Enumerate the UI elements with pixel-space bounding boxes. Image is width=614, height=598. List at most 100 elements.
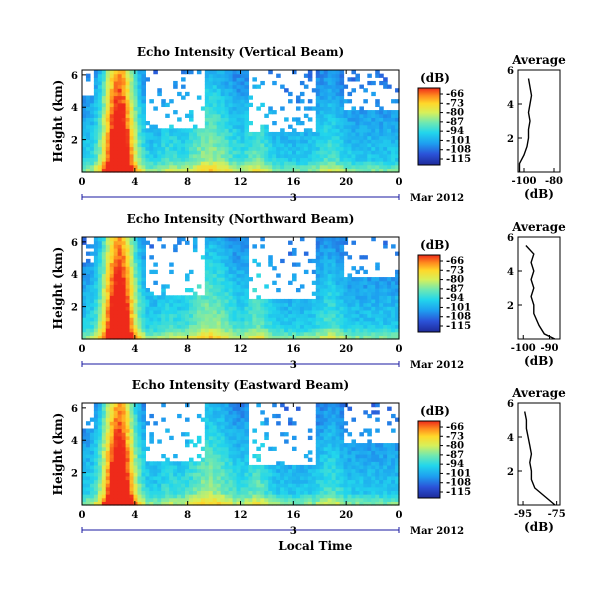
heatmap-cell xyxy=(335,142,341,148)
heatmap-cell xyxy=(363,486,368,492)
heatmap-cell xyxy=(315,168,321,173)
heatmap-cell xyxy=(173,302,178,307)
heatmap-cell xyxy=(284,298,289,304)
heatmap-cell xyxy=(204,335,210,340)
heatmap-cell xyxy=(339,291,345,296)
heatmap-cell xyxy=(89,269,95,275)
heatmap-cell xyxy=(343,298,349,304)
heatmap-cell xyxy=(212,121,218,126)
heatmap-cell xyxy=(252,139,257,144)
heatmap-cell xyxy=(173,247,178,253)
heatmap-cell xyxy=(303,328,309,333)
heatmap-cell xyxy=(232,124,238,129)
heatmap-cell xyxy=(355,121,360,126)
heatmap-cell xyxy=(149,135,154,140)
heatmap-cell xyxy=(188,313,194,318)
heatmap-cell xyxy=(121,240,127,245)
heatmap-cell xyxy=(359,164,364,169)
heatmap-cell xyxy=(331,135,337,140)
heatmap-cell xyxy=(363,124,368,129)
heatmap-cell xyxy=(236,84,242,89)
heatmap-cell xyxy=(347,128,353,133)
heatmap-cell xyxy=(280,306,285,311)
heatmap-cell xyxy=(93,443,99,448)
heatmap-cell xyxy=(323,88,329,93)
heatmap-cell xyxy=(367,461,372,466)
heatmap-cell xyxy=(165,479,170,484)
heatmap-cell xyxy=(379,335,384,340)
profile-line xyxy=(525,245,556,340)
heatmap-cell xyxy=(177,490,182,495)
heatmap-cell xyxy=(117,403,123,408)
heatmap-cell xyxy=(276,309,281,315)
heatmap-cell xyxy=(331,73,337,78)
heatmap-cell xyxy=(141,266,146,271)
heatmap-cell xyxy=(288,464,293,470)
heatmap-cell xyxy=(208,443,214,448)
heatmap-cell xyxy=(323,247,329,253)
heatmap-cell xyxy=(85,157,91,162)
heatmap-cell xyxy=(169,494,174,499)
heatmap-cell xyxy=(232,328,238,333)
heatmap-cell xyxy=(355,479,360,484)
heatmap-cell xyxy=(355,454,360,459)
heatmap-cell xyxy=(117,417,123,422)
heatmap-cell xyxy=(295,157,301,162)
heatmap-cell xyxy=(335,475,341,481)
heatmap-cell xyxy=(93,295,99,300)
heatmap-cell xyxy=(236,410,242,415)
heatmap-cell xyxy=(121,454,127,459)
heatmap-cell xyxy=(363,464,368,470)
heatmap-cell xyxy=(145,128,150,133)
heatmap-cell xyxy=(145,131,150,137)
heatmap-cell xyxy=(224,450,230,455)
heatmap-cell xyxy=(315,139,321,144)
heatmap-cell xyxy=(240,131,246,137)
heatmap-cell xyxy=(383,324,388,329)
heatmap-cell xyxy=(280,479,285,484)
heatmap-cell xyxy=(125,479,131,484)
heatmap-cell xyxy=(292,320,297,326)
heatmap-cell xyxy=(339,121,345,126)
heatmap-cell xyxy=(192,494,198,499)
heatmap-cell xyxy=(355,309,360,315)
heatmap-cell xyxy=(371,153,376,159)
heatmap-cell xyxy=(181,461,186,466)
heatmap-cell xyxy=(315,266,321,271)
heatmap-cell xyxy=(371,121,376,126)
heatmap-cell xyxy=(288,313,293,318)
heatmap-cell xyxy=(161,298,166,304)
heatmap-cell xyxy=(252,486,257,492)
heatmap-cell xyxy=(387,313,392,318)
heatmap-cell xyxy=(224,328,230,333)
heatmap-cell xyxy=(343,295,349,300)
heatmap-cell xyxy=(311,146,317,151)
colorbar-tick-label: -87 xyxy=(446,284,464,295)
heatmap-cell xyxy=(355,164,360,169)
heatmap-cell xyxy=(323,291,329,296)
heatmap-cell xyxy=(173,153,178,159)
heatmap-cell xyxy=(208,468,214,473)
heatmap-cell xyxy=(236,454,242,459)
heatmap-cell xyxy=(232,106,238,111)
heatmap-cell xyxy=(236,439,242,444)
heatmap-cell xyxy=(240,464,246,470)
heatmap-cell xyxy=(89,128,95,133)
heatmap-cell xyxy=(220,106,226,111)
heatmap-cell xyxy=(177,295,182,300)
heatmap-cell xyxy=(379,110,384,115)
heatmap-cell xyxy=(101,479,107,484)
heatmap-cell xyxy=(101,106,107,111)
heatmap-cell xyxy=(236,121,242,126)
heatmap-cell xyxy=(228,102,234,108)
heatmap-cell xyxy=(141,421,146,426)
heatmap-cell xyxy=(212,91,218,97)
heatmap-cell xyxy=(363,99,368,104)
heatmap-cell xyxy=(220,146,226,151)
heatmap-cell xyxy=(244,291,250,296)
heatmap-cell xyxy=(303,320,309,326)
heatmap-cell xyxy=(335,164,341,169)
heatmap-cell xyxy=(319,280,325,285)
heatmap-cell xyxy=(141,432,146,437)
